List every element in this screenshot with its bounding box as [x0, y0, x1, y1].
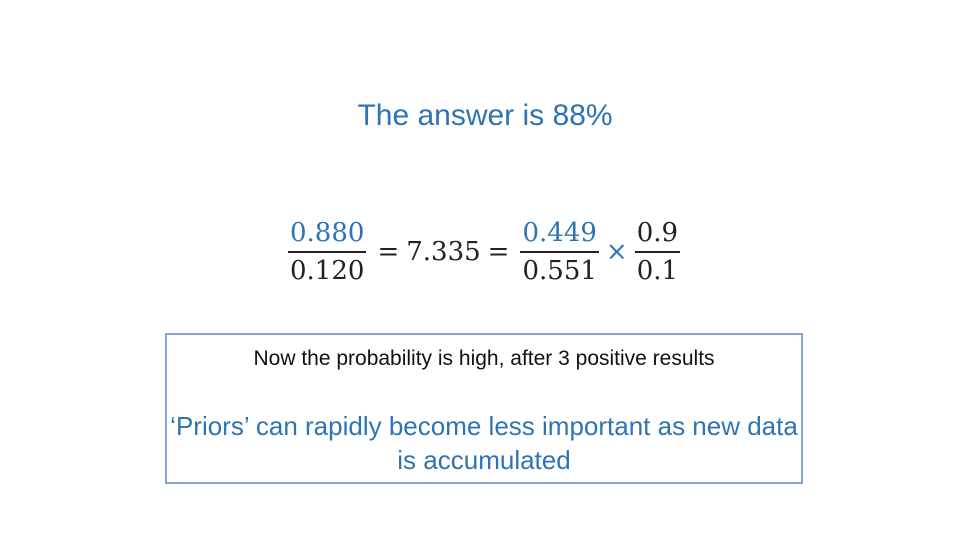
slide-headline: The answer is 88%	[357, 99, 613, 132]
equals-sign-2: =	[487, 237, 510, 267]
prior-numerator: 0.449	[520, 218, 599, 253]
likelihood-denominator: 0.1	[636, 256, 679, 286]
posterior-numerator: 0.880	[288, 218, 367, 253]
prior-odds-fraction: 0.449 0.551	[520, 218, 599, 286]
likelihood-numerator: 0.9	[634, 218, 681, 253]
multiply-sign: ×	[605, 237, 628, 267]
callout-box: Now the probability is high, after 3 pos…	[165, 333, 803, 484]
prior-denominator: 0.551	[522, 256, 597, 286]
posterior-odds-fraction: 0.880 0.120	[288, 218, 367, 286]
callout-line-1: Now the probability is high, after 3 pos…	[253, 347, 715, 370]
callout-line-2: ‘Priors’ can rapidly become less importa…	[170, 411, 798, 475]
odds-equation: 0.880 0.120 = 7.335 = 0.449 0.551 × 0.9 …	[284, 210, 684, 294]
odds-result: 7.335	[406, 237, 481, 267]
likelihood-ratio-fraction: 0.9 0.1	[634, 218, 681, 286]
equals-sign: =	[377, 237, 400, 267]
posterior-denominator: 0.120	[290, 256, 365, 286]
